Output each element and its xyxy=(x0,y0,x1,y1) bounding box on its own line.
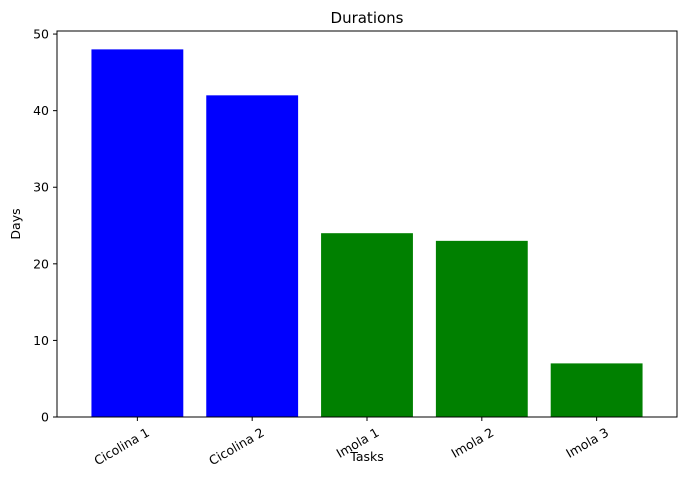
bar-imola-3 xyxy=(550,363,643,417)
y-axis-ticks: 0 10 20 30 40 50 xyxy=(33,27,57,425)
plot-frame xyxy=(56,30,678,418)
chart-title: Durations xyxy=(331,9,404,27)
x-tick-label: Imola 3 xyxy=(563,425,611,461)
y-axis-title: Days xyxy=(8,208,23,239)
bar-cicolina-2 xyxy=(206,95,299,417)
y-tick-label: 0 xyxy=(41,410,49,425)
x-tick-label: Cicolina 2 xyxy=(206,425,266,469)
bars-group xyxy=(91,49,643,417)
y-tick-label: 50 xyxy=(33,27,49,42)
x-tick-label: Cicolina 1 xyxy=(91,425,151,469)
y-tick-label: 40 xyxy=(33,103,49,118)
y-tick-label: 30 xyxy=(33,180,49,195)
y-tick-label: 20 xyxy=(33,256,49,271)
bar-cicolina-1 xyxy=(91,49,184,417)
bar-imola-1 xyxy=(321,233,413,417)
bar-imola-2 xyxy=(435,240,528,417)
x-axis-title: Tasks xyxy=(349,449,384,464)
y-tick-label: 10 xyxy=(33,333,49,348)
x-tick-label: Imola 2 xyxy=(448,425,496,461)
